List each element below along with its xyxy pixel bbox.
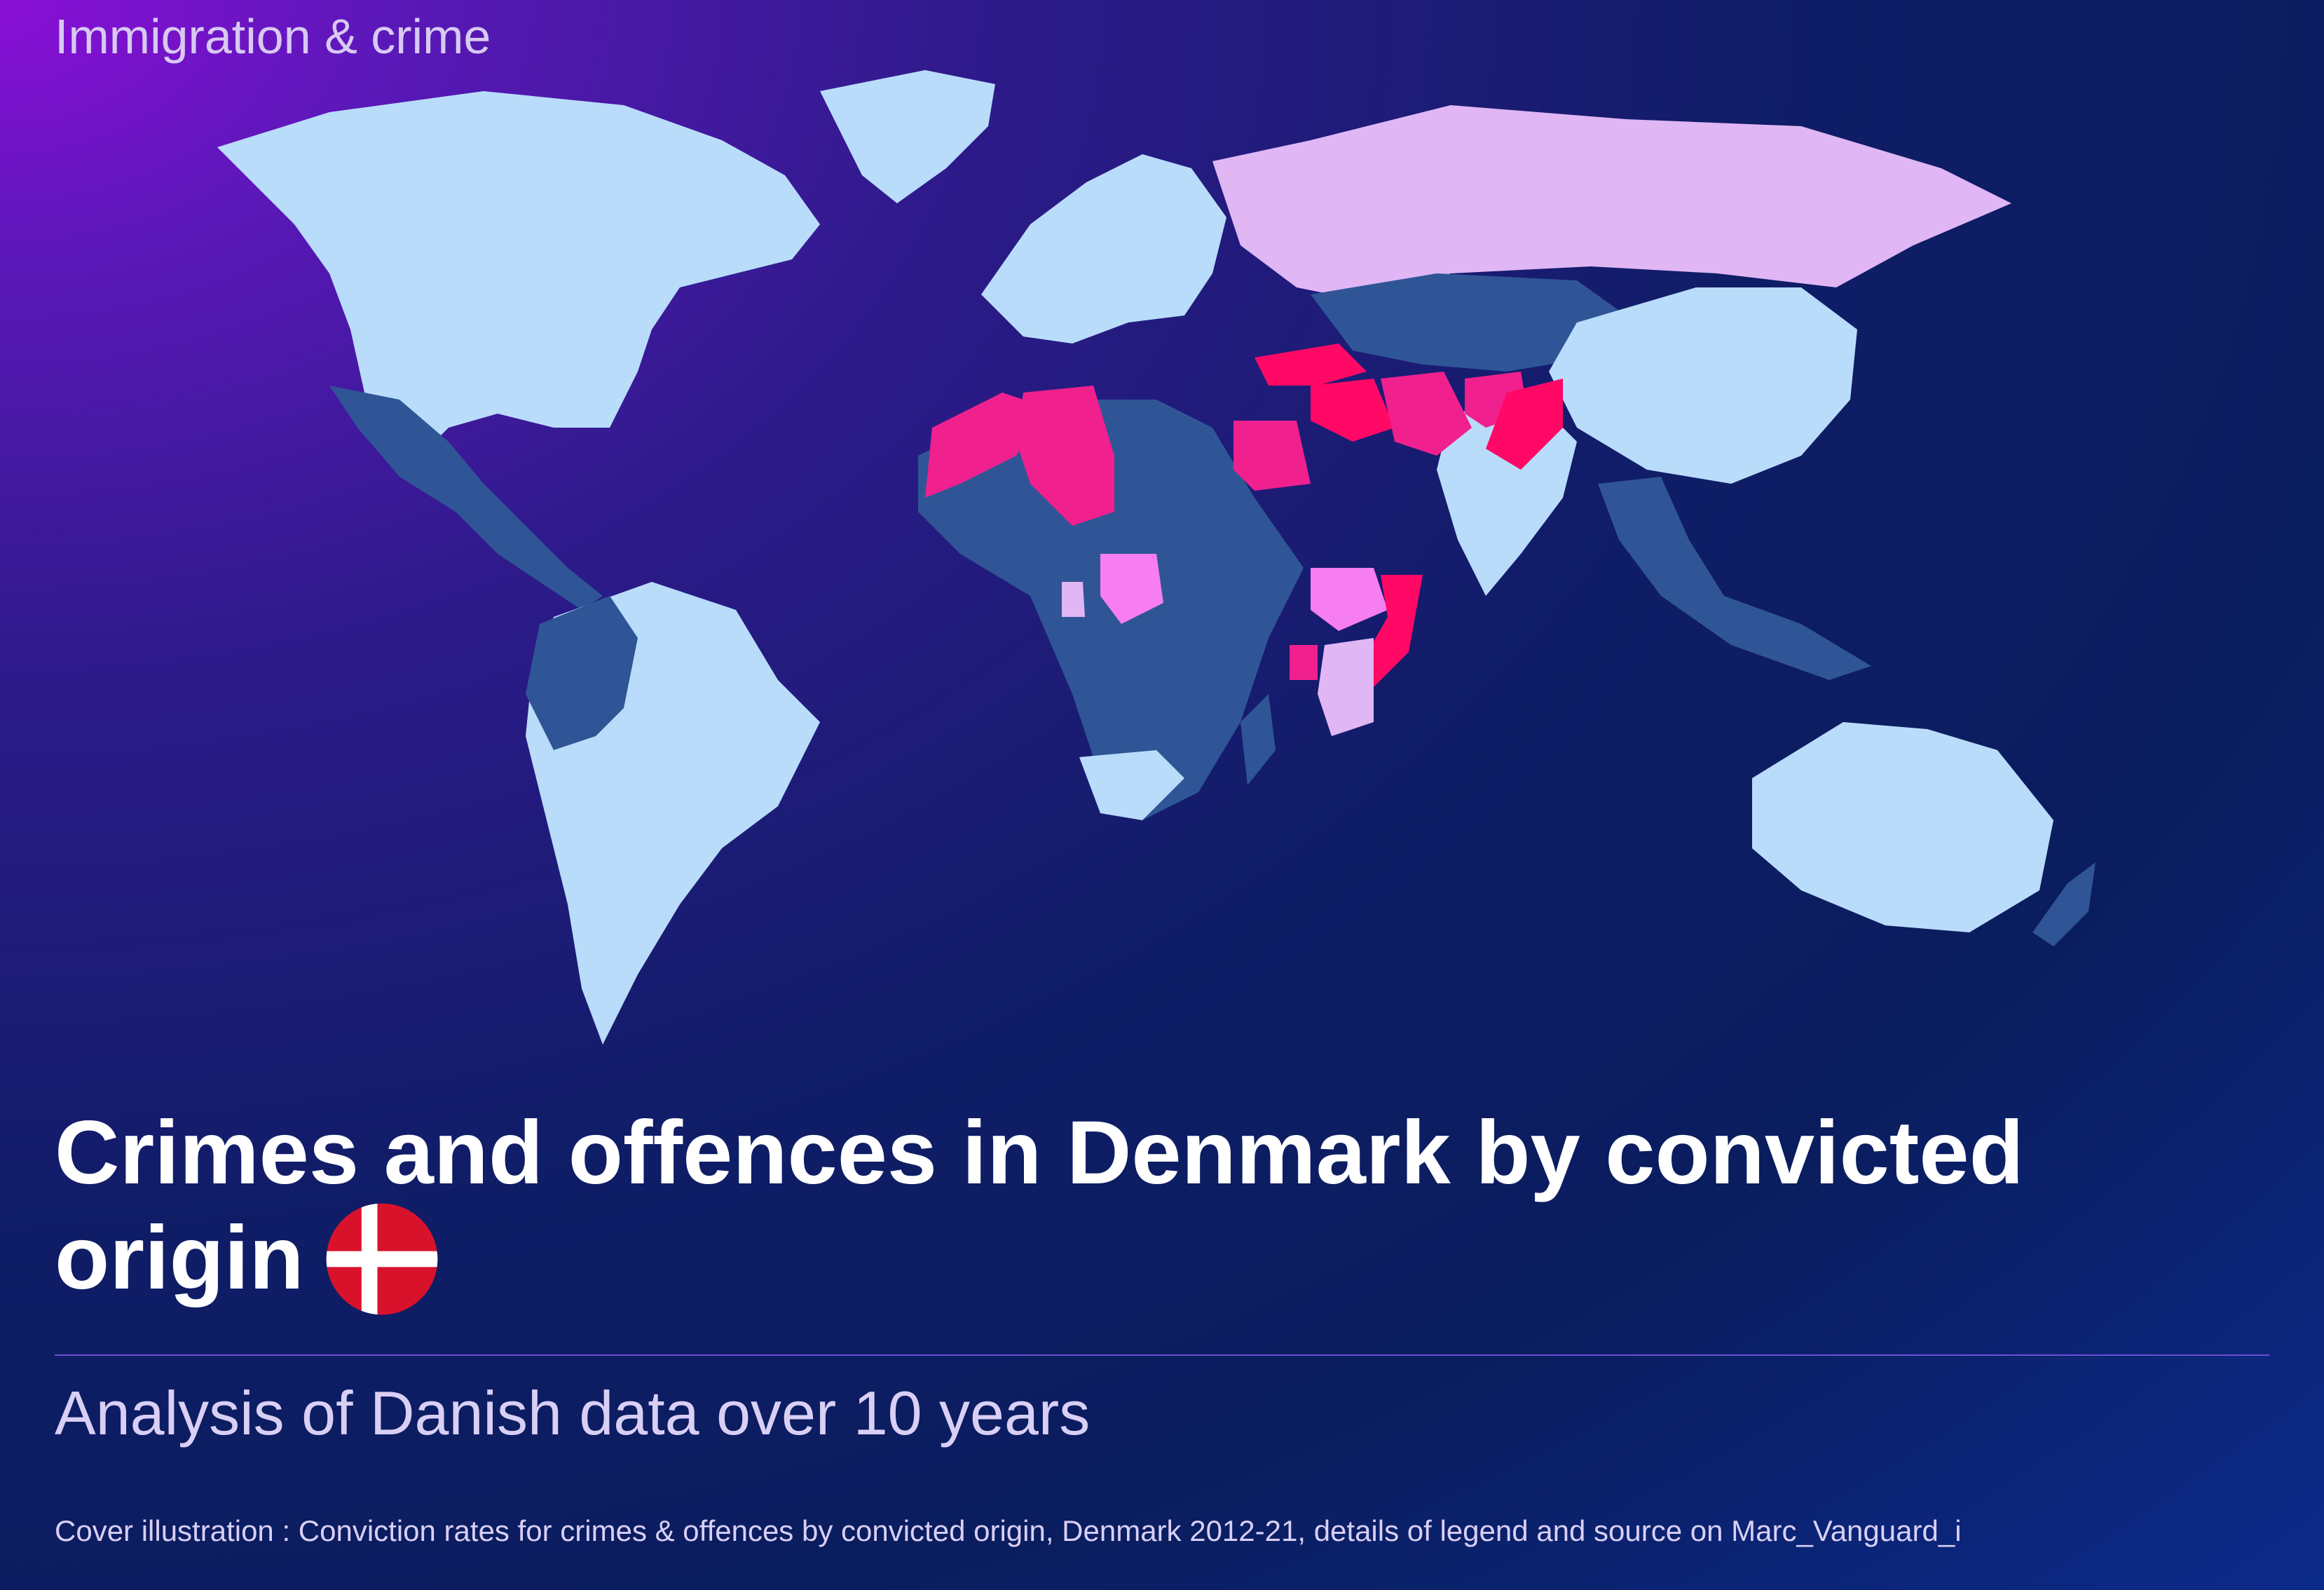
region-west-africa-light (1062, 582, 1085, 617)
region-andes (526, 596, 638, 750)
title-line-2: origin (55, 1208, 304, 1308)
world-choropleth-map (217, 70, 2096, 1045)
cover-caption: Cover illustration : Conviction rates fo… (55, 1514, 1962, 1547)
region-greenland (820, 70, 995, 203)
region-southeast-asia (1598, 477, 1871, 680)
region-china (1549, 287, 1857, 484)
title-line-1: Crimes and offences in Denmark by convic… (55, 1103, 2024, 1203)
region-egypt (1233, 421, 1311, 491)
kicker-label: Immigration & crime (55, 9, 491, 64)
region-madagascar (1240, 694, 1276, 785)
region-pakistan (1486, 379, 1563, 470)
region-north-america (217, 91, 820, 456)
region-iraq-syria (1311, 379, 1395, 442)
divider (55, 1354, 2269, 1356)
region-algeria (1016, 386, 1114, 526)
region-new-zealand (2032, 862, 2096, 946)
page-title: Crimes and offences in Denmark by convic… (55, 1101, 2227, 1321)
region-ethiopia (1311, 568, 1388, 631)
subtitle: Analysis of Danish data over 10 years (55, 1378, 1091, 1448)
region-nigeria (1100, 554, 1163, 624)
region-iran (1381, 372, 1472, 456)
region-somalia (1360, 575, 1423, 694)
region-russia (1212, 105, 2011, 301)
region-europe (981, 154, 1226, 344)
region-morocco (925, 393, 1044, 498)
region-uganda (1290, 645, 1318, 680)
region-central-america (329, 386, 603, 610)
region-kenya (1318, 638, 1374, 736)
region-turkey (1255, 344, 1367, 386)
region-central-asia (1311, 273, 1626, 372)
region-australia (1752, 722, 2053, 932)
region-south-africa (1079, 750, 1184, 820)
denmark-flag-icon (326, 1203, 437, 1315)
